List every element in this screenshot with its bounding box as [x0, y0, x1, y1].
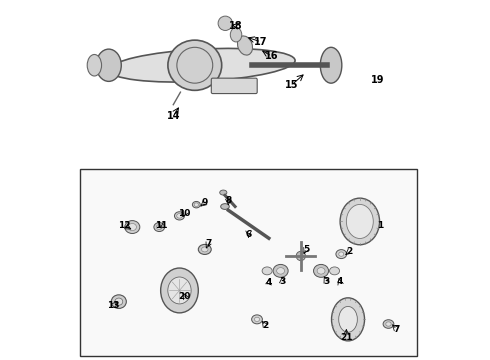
Ellipse shape: [154, 222, 165, 231]
Ellipse shape: [230, 28, 242, 42]
Text: 21: 21: [340, 333, 353, 342]
Ellipse shape: [336, 249, 346, 258]
Ellipse shape: [194, 203, 198, 206]
Text: 7: 7: [394, 325, 400, 334]
Ellipse shape: [177, 213, 182, 218]
Ellipse shape: [332, 298, 365, 341]
Ellipse shape: [109, 48, 295, 82]
Text: 7: 7: [205, 239, 211, 248]
Ellipse shape: [220, 204, 229, 210]
Text: 18: 18: [229, 21, 243, 31]
Text: 15: 15: [285, 80, 298, 90]
Ellipse shape: [115, 298, 123, 305]
Ellipse shape: [174, 212, 185, 220]
Ellipse shape: [220, 190, 227, 195]
Text: 4: 4: [337, 276, 343, 285]
Text: 13: 13: [107, 301, 120, 310]
Text: 2: 2: [346, 247, 353, 256]
Ellipse shape: [339, 252, 344, 256]
Text: 3: 3: [323, 276, 329, 285]
Text: 1: 1: [377, 221, 383, 230]
Ellipse shape: [320, 47, 342, 83]
Ellipse shape: [193, 202, 200, 208]
Text: 20: 20: [178, 292, 191, 301]
Text: 10: 10: [178, 210, 191, 219]
Ellipse shape: [340, 198, 380, 245]
Text: 16: 16: [265, 51, 279, 61]
Ellipse shape: [125, 221, 140, 234]
Ellipse shape: [277, 267, 285, 274]
Ellipse shape: [96, 49, 122, 81]
Ellipse shape: [386, 322, 391, 326]
Text: 4: 4: [266, 279, 272, 288]
Ellipse shape: [254, 317, 260, 321]
Ellipse shape: [161, 268, 198, 313]
Text: 12: 12: [118, 221, 130, 230]
Ellipse shape: [329, 267, 340, 275]
Bar: [80, 169, 417, 356]
Text: 11: 11: [155, 221, 167, 230]
Ellipse shape: [273, 264, 288, 277]
Ellipse shape: [317, 267, 325, 274]
Ellipse shape: [156, 225, 162, 230]
Ellipse shape: [168, 40, 221, 90]
Ellipse shape: [87, 54, 101, 76]
Ellipse shape: [339, 306, 357, 332]
Ellipse shape: [383, 320, 394, 328]
Text: 8: 8: [225, 197, 231, 206]
Text: 17: 17: [254, 37, 268, 47]
Ellipse shape: [314, 264, 329, 277]
Text: 5: 5: [303, 245, 309, 254]
Ellipse shape: [252, 315, 262, 324]
Ellipse shape: [262, 267, 272, 275]
Text: 14: 14: [167, 111, 180, 121]
Text: 19: 19: [371, 75, 385, 85]
Ellipse shape: [111, 295, 126, 309]
Text: 3: 3: [279, 276, 285, 285]
Ellipse shape: [238, 36, 252, 55]
Ellipse shape: [168, 277, 191, 304]
Circle shape: [218, 16, 232, 31]
Text: 6: 6: [245, 230, 252, 239]
Ellipse shape: [346, 204, 373, 238]
Circle shape: [296, 251, 305, 261]
Text: 9: 9: [201, 198, 208, 207]
Ellipse shape: [201, 247, 208, 252]
Ellipse shape: [128, 224, 136, 231]
Ellipse shape: [198, 244, 211, 255]
Text: 2: 2: [262, 321, 269, 330]
FancyBboxPatch shape: [211, 78, 257, 94]
